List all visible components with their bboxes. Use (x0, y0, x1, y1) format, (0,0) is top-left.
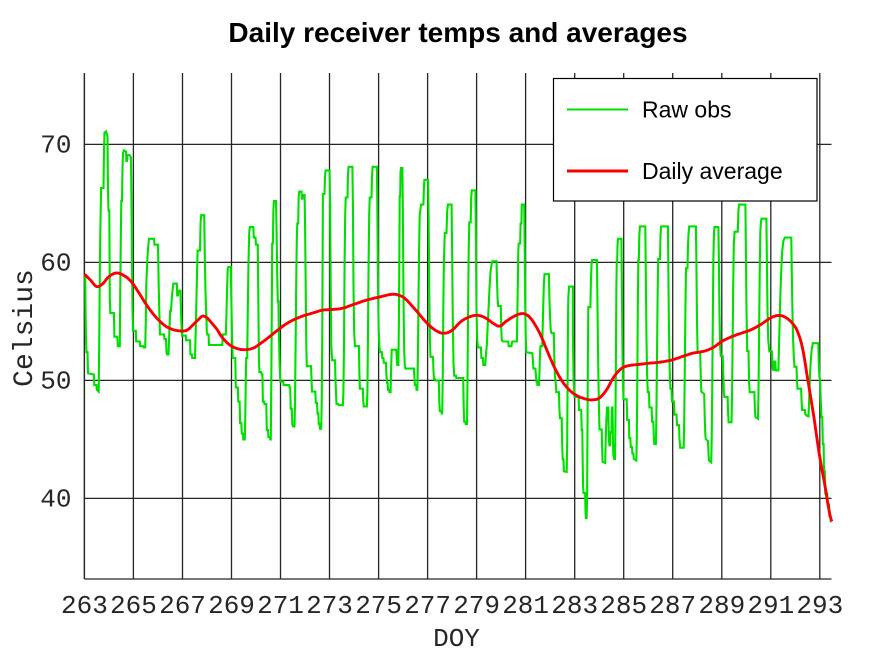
svg-text:279: 279 (453, 591, 500, 621)
svg-text:271: 271 (257, 591, 304, 621)
svg-text:263: 263 (61, 591, 108, 621)
svg-text:265: 265 (110, 591, 157, 621)
svg-text:50: 50 (40, 367, 71, 397)
svg-text:267: 267 (159, 591, 206, 621)
svg-text:275: 275 (355, 591, 402, 621)
svg-text:281: 281 (502, 591, 549, 621)
svg-text:291: 291 (747, 591, 794, 621)
svg-text:293: 293 (796, 591, 843, 621)
svg-text:273: 273 (306, 591, 353, 621)
svg-text:60: 60 (40, 249, 71, 279)
svg-text:289: 289 (698, 591, 745, 621)
svg-text:Raw obs: Raw obs (642, 97, 731, 123)
svg-text:40: 40 (40, 485, 71, 515)
svg-text:DOY: DOY (433, 624, 480, 654)
svg-text:269: 269 (208, 591, 255, 621)
svg-text:277: 277 (404, 591, 451, 621)
svg-text:283: 283 (551, 591, 598, 621)
svg-text:Daily receiver temps and avera: Daily receiver temps and averages (228, 17, 687, 48)
svg-text:Daily average: Daily average (642, 158, 783, 184)
svg-text:287: 287 (649, 591, 696, 621)
svg-text:Celsius: Celsius (10, 269, 41, 387)
svg-text:70: 70 (40, 131, 71, 161)
svg-text:285: 285 (600, 591, 647, 621)
